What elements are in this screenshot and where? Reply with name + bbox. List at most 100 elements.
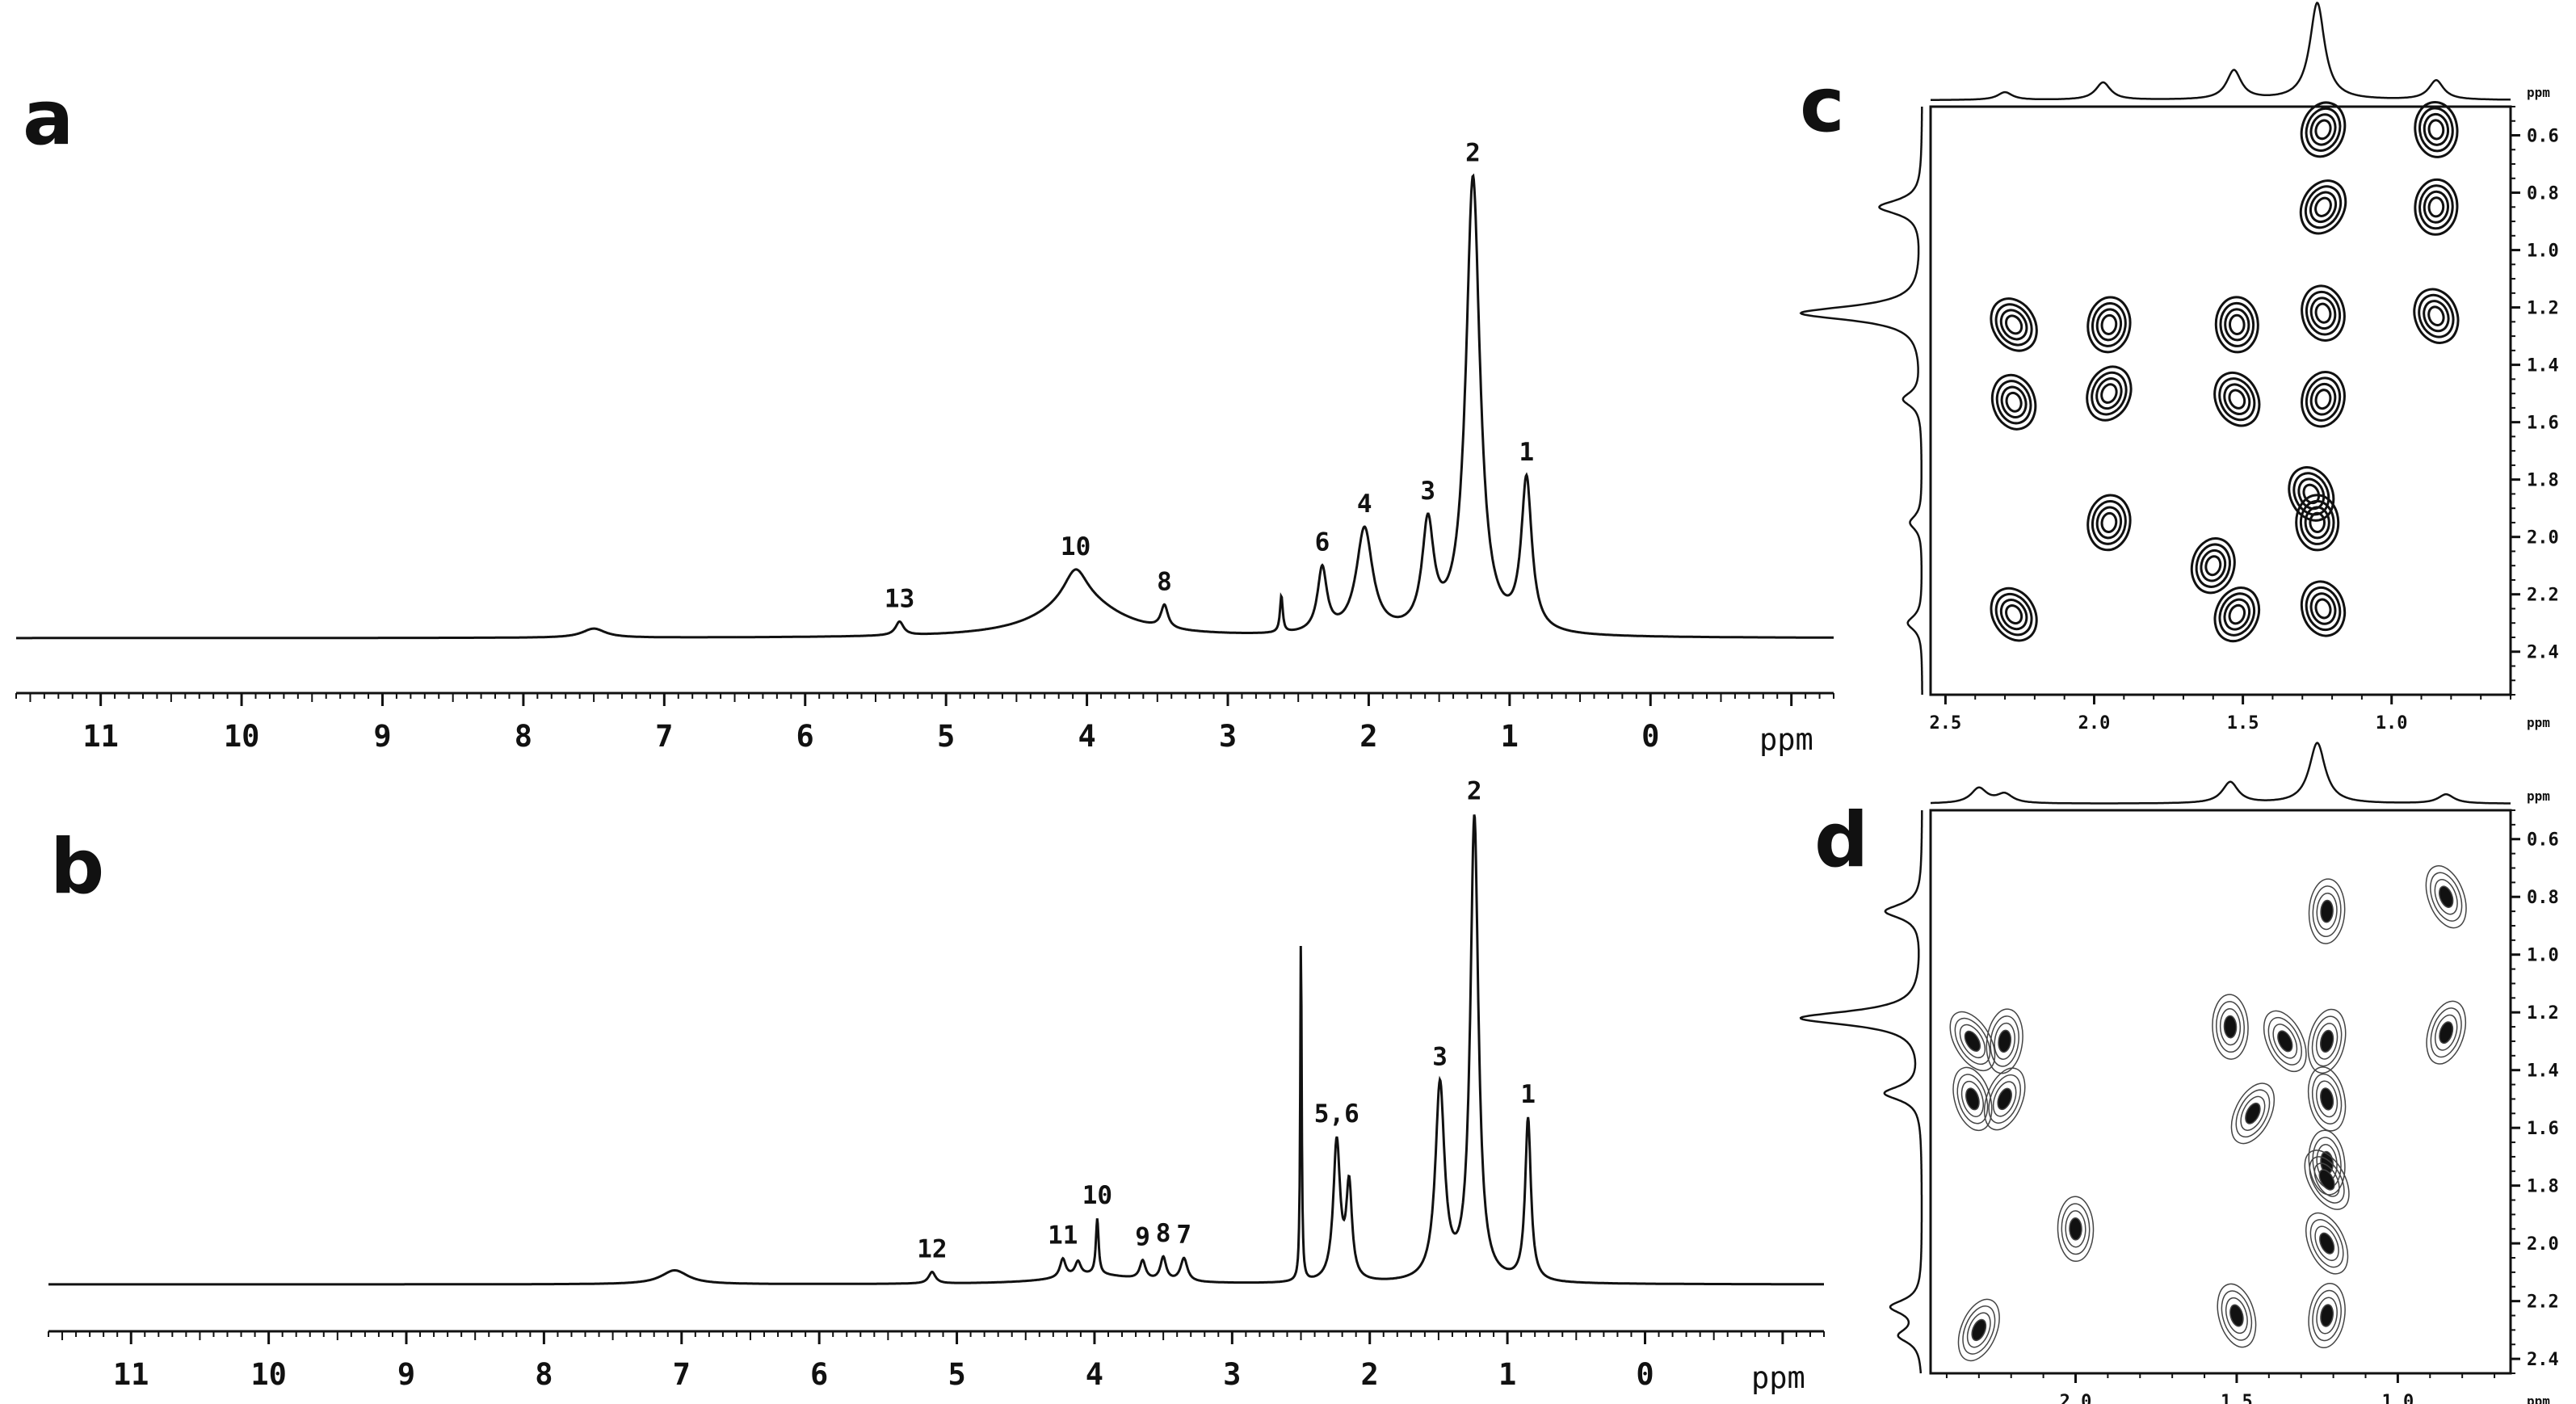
cross-peak-contour <box>2195 543 2231 588</box>
cross-peak-contour <box>2423 190 2450 224</box>
cross-peak-contour <box>1971 1318 1987 1342</box>
cross-peak-contour <box>2095 377 2123 410</box>
cross-peak-contour <box>2277 1030 2293 1053</box>
cross-peak-contour <box>2313 1162 2340 1197</box>
x-tick-label: 11 <box>113 1357 149 1392</box>
cross-peak-contour <box>2427 305 2445 327</box>
top-projection <box>1931 2 2511 101</box>
x-tick-label: 9 <box>373 719 391 754</box>
cross-peak-contour <box>2224 308 2250 342</box>
y-tick-label: 2.0 <box>2527 1234 2559 1255</box>
cross-peak-contour <box>2223 383 2251 415</box>
cross-peak-contour <box>2218 377 2256 422</box>
cross-peak-contour <box>2100 511 2118 533</box>
panel-label-a: a <box>23 74 74 162</box>
left-projection <box>1799 809 1923 1374</box>
cross-peak-contour <box>2314 1225 2339 1262</box>
x-axis-unit: ppm <box>2527 715 2550 730</box>
x-tick-label: 0 <box>1636 1357 1654 1392</box>
y-tick-label: 1.0 <box>2527 242 2559 262</box>
cross-peak-contour <box>2229 1304 2244 1327</box>
x-tick-label: 2 <box>1361 1357 1379 1392</box>
cross-peak-contour <box>2228 603 2246 625</box>
cross-peak-contour <box>2240 1095 2266 1131</box>
cross-peak-contour <box>2297 477 2326 511</box>
cross-peak-contour <box>2301 371 2346 428</box>
panel-label-b: b <box>50 823 104 911</box>
y-tick-label: 2.4 <box>2527 1350 2559 1370</box>
cross-peak-contour <box>2225 1297 2248 1335</box>
cross-peak-contour <box>2300 580 2347 637</box>
cross-peak-contour <box>2423 112 2450 146</box>
cross-peak-contour <box>1990 586 2038 642</box>
cross-peak-contour <box>2295 494 2340 552</box>
cross-peak-contour <box>2312 885 2342 938</box>
cross-peak-contour <box>2091 371 2128 416</box>
cross-peak-contour <box>2315 1023 2339 1060</box>
cross-peak-contour <box>2309 511 2326 533</box>
cross-peak-contour <box>2217 1283 2257 1348</box>
x-tick-label: 5 <box>937 719 955 754</box>
peak-label: 2 <box>1467 777 1482 806</box>
cross-peak-contour <box>1988 1074 2022 1124</box>
panel-label-d: d <box>1814 797 1868 885</box>
x-tick-label: 7 <box>673 1357 691 1392</box>
cross-peak-contour <box>2267 1016 2302 1066</box>
cross-peak-contour <box>2213 371 2261 427</box>
y-tick-label: 1.0 <box>2527 946 2559 966</box>
cross-peak-contour <box>1957 1298 2000 1362</box>
peak-label: 8 <box>1157 567 1172 596</box>
panel-label-c: c <box>1800 61 1845 149</box>
cross-peak-contour <box>2299 179 2347 235</box>
cross-peak-contour <box>2213 586 2261 643</box>
cross-peak-contour <box>1965 1087 1980 1111</box>
x-tick-label: 1.0 <box>2382 1392 2414 1404</box>
cross-peak-contour <box>2427 196 2445 218</box>
cross-peak-contour <box>1956 1074 1989 1124</box>
cross-peak-contour <box>2095 308 2123 342</box>
cross-peak-contour <box>2439 885 2454 908</box>
x-tick-label: 1.5 <box>2221 1392 2253 1404</box>
cross-peak-contour <box>2086 494 2132 552</box>
y-tick-label: 1.8 <box>2527 1177 2559 1197</box>
cross-peak-contour <box>2418 107 2454 153</box>
cross-peak-contour <box>2426 1000 2467 1065</box>
cross-peak-contour <box>2314 389 2332 410</box>
map-frame <box>1929 105 2512 696</box>
cross-peak-contour <box>2319 1029 2334 1053</box>
cross-peak-contour <box>2309 296 2337 330</box>
x-axis-unit: ppm <box>1759 722 1813 757</box>
cross-peak-contour <box>1966 1312 1991 1348</box>
map-frame <box>1929 809 2512 1375</box>
x-tick-label: 0 <box>1641 719 1659 754</box>
peak-label: 3 <box>1420 477 1435 506</box>
x-tick-label: 10 <box>250 1357 287 1392</box>
y-tick-label: 0.6 <box>2527 127 2559 147</box>
y-tick-label: 1.2 <box>2527 299 2559 319</box>
cross-peak-contour <box>2314 196 2332 217</box>
peak-label: 1 <box>1519 438 1534 467</box>
cross-peak-contour <box>2311 1073 2343 1124</box>
cross-peak-contour <box>1990 373 2037 431</box>
cross-peak-contour <box>2423 300 2450 333</box>
cross-peak-contour <box>2301 284 2346 342</box>
cross-peak-contour <box>2427 119 2445 141</box>
cross-peak-contour <box>2304 506 2330 540</box>
cross-peak-contour <box>2190 537 2236 595</box>
cross-peak-contour <box>2414 178 2459 236</box>
cross-peak-contour <box>2305 290 2342 336</box>
x-tick-label: 2.0 <box>2078 713 2111 734</box>
y-tick-label: 1.6 <box>2527 1119 2559 1139</box>
x-tick-label: 4 <box>1078 719 1095 754</box>
cross-peak-contour <box>1959 1024 1986 1059</box>
cross-peak-contour <box>2235 1089 2271 1138</box>
cross-peak-contour <box>2218 592 2256 637</box>
cross-peak-contour <box>2069 1217 2082 1241</box>
x-tick-label: 2.0 <box>2060 1392 2092 1404</box>
cross-peak-contour <box>2288 466 2335 522</box>
x-tick-label: 2 <box>1359 719 1377 754</box>
cross-peak-contour <box>2311 1015 2343 1067</box>
top-projection <box>1931 742 2511 805</box>
x-tick-label: 1 <box>1498 1357 1516 1392</box>
